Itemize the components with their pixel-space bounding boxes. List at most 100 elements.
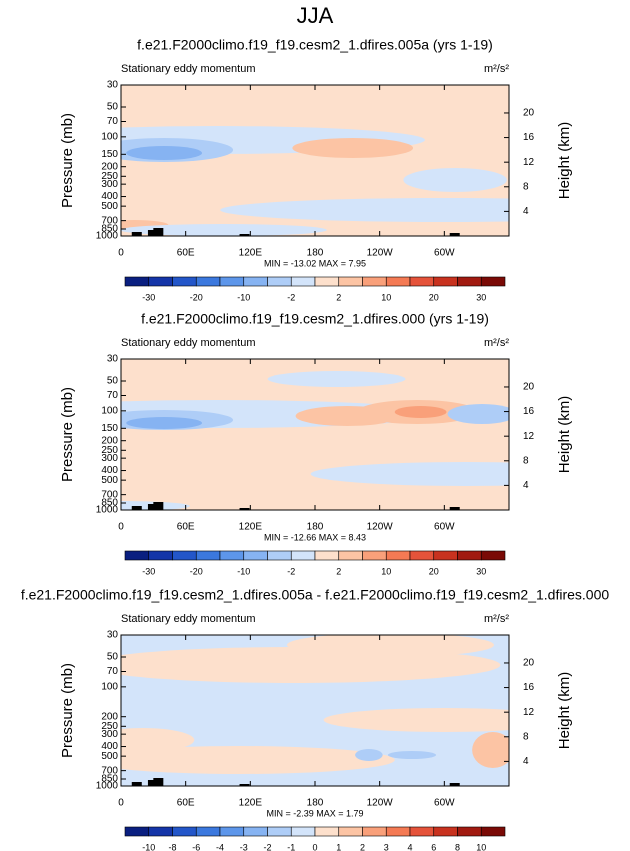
colorbar-label: 10 bbox=[476, 842, 486, 851]
y-tick-label: 500 bbox=[101, 751, 118, 762]
colorbar-swatch bbox=[385, 826, 411, 837]
y-axis-label: Pressure (mb) bbox=[59, 113, 76, 208]
contour-region bbox=[472, 732, 509, 768]
contour-region bbox=[220, 198, 509, 222]
contour-region bbox=[310, 462, 509, 486]
y-tick-label: 100 bbox=[101, 681, 118, 692]
colorbar-label: 3 bbox=[384, 842, 389, 851]
colorbar-swatch bbox=[409, 826, 435, 837]
colorbar-label: -6 bbox=[192, 842, 200, 851]
contour-region bbox=[355, 749, 383, 761]
colorbar-swatch bbox=[362, 276, 387, 287]
topography bbox=[147, 504, 158, 510]
topography bbox=[153, 778, 164, 786]
colorbar-label: -1 bbox=[287, 842, 295, 851]
y-tick-label: 250 bbox=[101, 171, 118, 182]
topography bbox=[449, 233, 460, 236]
contour-region bbox=[387, 751, 437, 759]
y-tick-label: 300 bbox=[101, 179, 118, 190]
y-tick-label: 200 bbox=[101, 161, 118, 172]
colorbar-label: -4 bbox=[216, 842, 224, 851]
panel-subtitle: Stationary eddy momentum bbox=[121, 613, 256, 625]
y-tick-label: 1000 bbox=[96, 231, 119, 242]
colorbar-swatch bbox=[219, 550, 245, 561]
colorbar-swatch bbox=[314, 826, 340, 837]
y-tick-label: 50 bbox=[107, 102, 119, 113]
colorbar-swatch bbox=[172, 826, 197, 837]
y-tick-label: 250 bbox=[101, 445, 118, 456]
colorbar-swatch bbox=[409, 550, 435, 561]
contour-region bbox=[447, 404, 509, 424]
colorbar-swatch bbox=[267, 826, 292, 837]
contour-field bbox=[121, 85, 509, 236]
contour-field bbox=[121, 359, 509, 510]
units: m²/s² bbox=[484, 613, 509, 625]
panel-title: f.e21.F2000climo.f19_f19.cesm2_1.dfires.… bbox=[137, 37, 493, 53]
colorbar-swatch bbox=[338, 276, 363, 287]
colorbar-swatch bbox=[362, 550, 387, 561]
colorbar-label: 6 bbox=[431, 842, 436, 851]
x-tick-label: 180 bbox=[307, 248, 324, 259]
x-tick-label: 0 bbox=[118, 522, 124, 533]
topography bbox=[131, 232, 142, 236]
colorbar-swatch bbox=[480, 550, 506, 561]
y-tick-label: 500 bbox=[101, 475, 118, 486]
units: m²/s² bbox=[484, 63, 509, 75]
y-tick-label: 850 bbox=[101, 774, 118, 785]
colorbar-label: -10 bbox=[237, 566, 250, 576]
colorbar-label: -10 bbox=[237, 292, 250, 302]
colorbar-label: 1 bbox=[336, 842, 341, 851]
topography bbox=[449, 507, 460, 510]
colorbar-label: 0 bbox=[312, 842, 317, 851]
colorbar-label: -20 bbox=[190, 566, 203, 576]
colorbar-label: 8 bbox=[455, 842, 460, 851]
colorbar-label: -20 bbox=[190, 292, 203, 302]
contour-region bbox=[121, 728, 195, 752]
contour-region bbox=[121, 224, 327, 236]
x-tick-label: 0 bbox=[118, 248, 124, 259]
colorbar-label: -2 bbox=[263, 842, 271, 851]
y-tick-label: 70 bbox=[107, 390, 119, 401]
y-tick-label: 150 bbox=[101, 423, 118, 434]
y2-tick-label: 12 bbox=[523, 707, 535, 718]
x-tick-label: 120E bbox=[239, 248, 263, 259]
topography bbox=[153, 502, 164, 510]
colorbar-swatch bbox=[433, 276, 458, 287]
colorbar-label: 2 bbox=[360, 842, 365, 851]
colorbar-swatch bbox=[148, 276, 173, 287]
x-tick-label: 60E bbox=[177, 248, 195, 259]
topography bbox=[147, 230, 158, 236]
colorbar-swatch bbox=[433, 826, 458, 837]
colorbar-label: -10 bbox=[142, 842, 155, 851]
y-tick-label: 150 bbox=[101, 149, 118, 160]
x-tick-label: 120W bbox=[367, 522, 394, 533]
colorbar-swatch bbox=[290, 276, 316, 287]
y2-tick-label: 8 bbox=[523, 455, 529, 466]
contour-field bbox=[121, 635, 509, 786]
y-tick-label: 500 bbox=[101, 201, 118, 212]
y-tick-label: 400 bbox=[101, 191, 118, 202]
topography bbox=[131, 506, 142, 510]
colorbar-swatch bbox=[290, 550, 316, 561]
y-tick-label: 30 bbox=[107, 354, 119, 365]
y-tick-label: 400 bbox=[101, 741, 118, 752]
topography bbox=[153, 228, 164, 236]
y-tick-label: 70 bbox=[107, 666, 119, 677]
colorbar-swatch bbox=[172, 276, 197, 287]
y2-tick-label: 16 bbox=[523, 682, 535, 693]
x-tick-label: 60E bbox=[177, 798, 195, 809]
colorbar-swatch bbox=[267, 550, 292, 561]
colorbar-swatch bbox=[148, 550, 173, 561]
y-tick-label: 100 bbox=[101, 131, 118, 142]
x-tick-label: 60W bbox=[434, 798, 455, 809]
colorbar-swatch bbox=[457, 826, 482, 837]
y-tick-label: 700 bbox=[101, 765, 118, 776]
topography bbox=[131, 782, 142, 786]
y2-tick-label: 4 bbox=[523, 756, 529, 767]
colorbar-swatch bbox=[409, 276, 435, 287]
x-tick-label: 60W bbox=[434, 248, 455, 259]
colorbar-swatch bbox=[457, 550, 482, 561]
y2-tick-label: 12 bbox=[523, 431, 535, 442]
colorbar-swatch bbox=[243, 550, 268, 561]
